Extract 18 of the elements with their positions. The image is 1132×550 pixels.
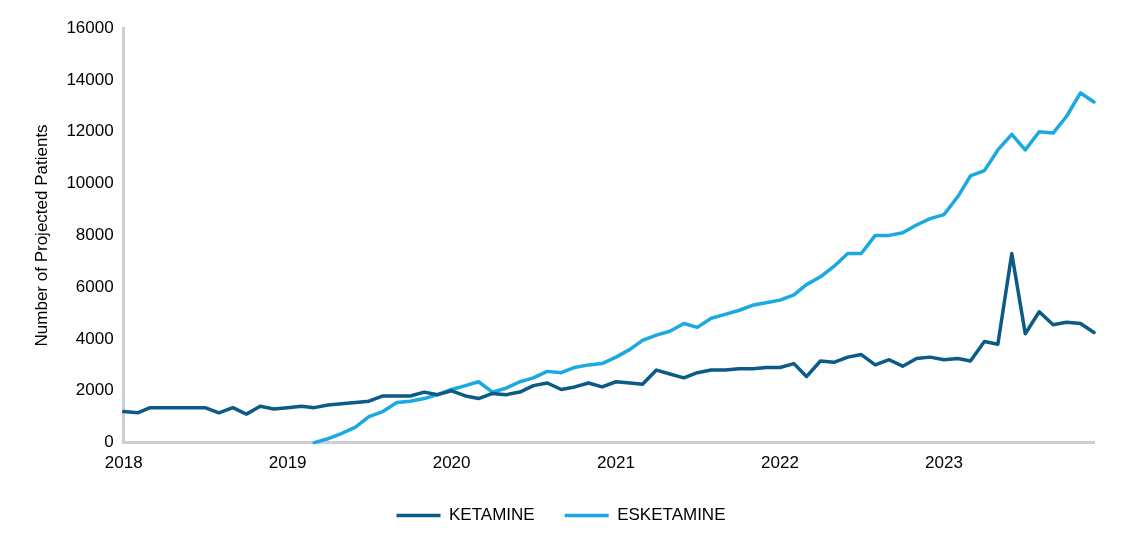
y-tick-label: 16000 xyxy=(66,17,114,37)
legend-label: ESKETAMINE xyxy=(617,505,726,525)
x-tick-label: 2018 xyxy=(104,453,143,473)
y-tick-label: 12000 xyxy=(66,121,114,141)
y-tick-label: 4000 xyxy=(75,328,114,348)
x-tick-label: 2020 xyxy=(432,453,471,473)
y-tick-label: 6000 xyxy=(75,276,114,296)
x-tick-label: 2021 xyxy=(597,453,635,473)
y-tick-label: 10000 xyxy=(66,173,114,193)
x-tick-label: 2022 xyxy=(761,453,799,473)
y-tick-label: 8000 xyxy=(75,225,114,245)
legend-label: KETAMINE xyxy=(449,505,535,525)
y-tick-label: 0 xyxy=(104,432,114,452)
x-tick-label: 2019 xyxy=(268,453,307,473)
x-tick-label: 2023 xyxy=(925,453,963,473)
y-tick-label: 2000 xyxy=(75,380,114,400)
y-axis-title: Number of Projected Patients xyxy=(31,124,51,347)
y-tick-label: 14000 xyxy=(66,69,114,89)
